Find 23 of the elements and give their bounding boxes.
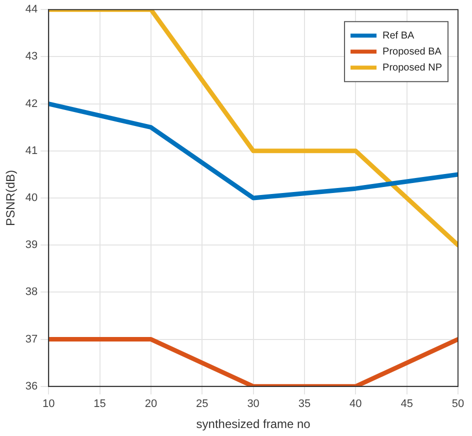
- y-tick-label: 39: [25, 239, 38, 252]
- x-tick-label: 15: [94, 398, 106, 410]
- x-tick-label: 30: [247, 398, 260, 410]
- y-tick-label: 42: [25, 98, 38, 110]
- x-tick-label: 10: [42, 398, 55, 410]
- x-tick-label: 25: [196, 398, 208, 410]
- y-tick-label: 38: [25, 286, 38, 298]
- legend-label: Proposed BA: [382, 46, 442, 58]
- y-tick-label: 44: [25, 4, 38, 16]
- x-axis-title: synthesized frame no: [196, 417, 311, 432]
- x-tick-label: 35: [298, 398, 311, 410]
- y-tick-label: 36: [25, 380, 38, 392]
- x-tick-label: 45: [400, 398, 413, 410]
- y-tick-label: 37: [25, 333, 38, 346]
- y-tick-label: 43: [25, 50, 38, 63]
- legend-label: Ref BA: [382, 30, 415, 42]
- y-axis-title: PSNR(dB): [4, 170, 18, 226]
- legend-label: Proposed NP: [382, 62, 442, 74]
- y-tick-label: 41: [25, 144, 38, 157]
- y-tick-label: 40: [25, 192, 38, 204]
- x-tick-label: 20: [144, 398, 158, 410]
- x-tick-label: 40: [350, 398, 362, 410]
- x-tick-label: 50: [452, 398, 464, 410]
